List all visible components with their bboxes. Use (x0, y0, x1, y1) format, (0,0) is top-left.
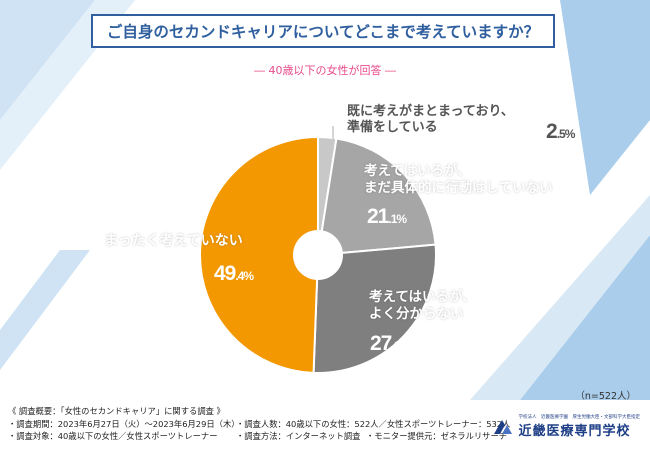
value-slice-1: 2.5% (546, 120, 576, 144)
school-name: 近畿医療専門学校 (518, 424, 631, 439)
survey-row-2: ・調査対象：40歳以下の女性／女性スポーツトレーナー ・調査方法：インターネット調… (8, 430, 510, 443)
sample-size: （n=522人） (575, 391, 636, 402)
value-slice-4-int: 49 (214, 262, 236, 285)
label-slice-1-line-1: 既に考えがまとまっており、 (347, 104, 514, 119)
label-slice-3: 考えてはいるが、 よく分からない (369, 289, 476, 323)
stripe-top-right (560, 0, 650, 195)
value-slice-4-dec: .4 (235, 269, 244, 283)
value-slice-1-dec: .5 (556, 127, 566, 141)
survey-period: ・調査期間：2023年6月27日（火）～2023年6月29日（木） (8, 418, 240, 429)
label-slice-3-line-1: 考えてはいるが、 (369, 289, 476, 305)
value-slice-2-unit: % (396, 212, 407, 226)
chart-title-box: ご自身のセカンドキャリアについてどこまで考えていますか？ (91, 14, 555, 48)
school-subtitle: 学校法人 近畿医療学園 厚生労働大臣・文部科学大臣指定 (518, 415, 641, 420)
value-slice-2: 21.1% (367, 205, 407, 229)
chart-subtitle: ― 40歳以下の女性が回答 ― (254, 64, 396, 77)
survey-row-1: ・調査期間：2023年6月27日（火）～2023年6月29日（木）・調査人数：4… (8, 418, 510, 431)
value-slice-2-dec: .1 (388, 212, 397, 226)
school-logo: 学校法人 近畿医療学園 厚生労働大臣・文部科学大臣指定 近畿医療専門学校 (492, 414, 641, 439)
pie-slice-4 (199, 135, 319, 374)
pie-slice-2 (316, 137, 437, 257)
value-slice-4-unit: % (243, 269, 254, 283)
value-slice-2-int: 21 (367, 205, 389, 228)
label-slice-4-line-1: まったく考えていない (104, 233, 243, 249)
label-slice-3-line-2: よく分からない (369, 305, 464, 322)
donut-chart (199, 126, 437, 374)
survey-target: ・調査対象：40歳以下の女性／女性スポーツトレーナー (8, 431, 218, 441)
chart-title: ご自身のセカンドキャリアについてどこまで考えていますか？ (106, 23, 540, 41)
value-slice-3-unit: % (399, 339, 410, 353)
label-slice-1: 既に考えがまとまっており、 準備をしている (347, 104, 514, 137)
value-slice-1-unit: % (564, 127, 576, 141)
value-slice-3-int: 27 (370, 332, 392, 355)
survey-method: ・調査方法：インターネット調査 (236, 431, 361, 441)
label-slice-4: まったく考えていない (104, 233, 243, 251)
survey-provider: ・モニター提供元：ゼネラルリサーチ (366, 431, 508, 441)
value-slice-4: 49.4% (214, 262, 254, 286)
survey-heading: 《 調査概要：「女性のセカンドキャリア」に関する調査 》 (8, 406, 225, 416)
value-slice-3-dec: .0 (391, 339, 400, 353)
donut-hole (293, 230, 343, 280)
label-slice-2: 考えてはいるが、 まだ具体的に行動はしていない (364, 163, 553, 197)
stripe-bottom-left (0, 250, 90, 370)
label-slice-1-line-2: 準備をしている (347, 120, 438, 136)
survey-count: ・調査人数：40歳以下の女性：522人／女性スポーツトレーナー：532人 (236, 418, 511, 429)
label-slice-2-line-1: 考えてはいるが、 (364, 163, 471, 179)
pie-slice-3 (312, 243, 437, 374)
label-slice-2-line-2: まだ具体的に行動はしていない (364, 179, 553, 196)
value-slice-3: 27.0% (370, 332, 410, 356)
school-emblem-icon (493, 419, 512, 434)
value-slice-1-int: 2 (546, 120, 558, 143)
survey-summary: 《 調査概要：「女性のセカンドキャリア」に関する調査 》 ・調査期間：2023年… (8, 405, 510, 443)
stripe-bottom-right-2 (470, 195, 650, 400)
